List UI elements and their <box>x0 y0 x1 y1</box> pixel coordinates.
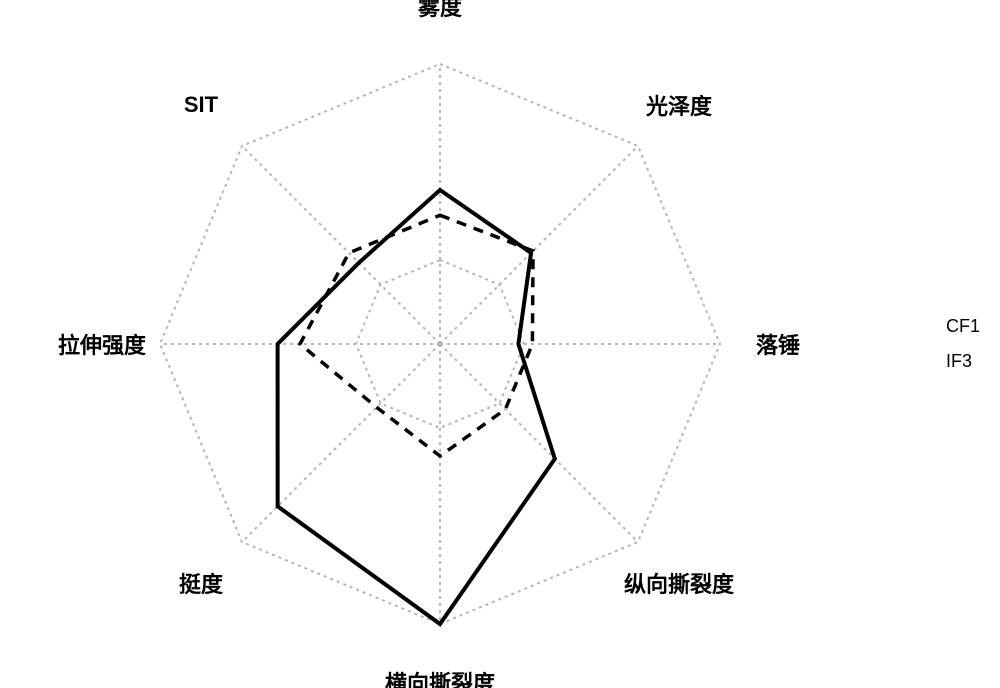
axis-label-2: 落锤 <box>756 328 800 360</box>
radar-chart-container: CF1 IF3 雾度光泽度落锤纵向撕裂度横向撕裂度 挺度 拉伸强度 SIT <box>0 0 1000 688</box>
legend: CF1 IF3 <box>946 302 980 386</box>
legend-label-if3: IF3 <box>946 351 972 372</box>
radar-spoke <box>242 344 440 542</box>
axis-label-4: 横向撕裂度 <box>385 666 495 688</box>
radar-spoke <box>440 344 638 542</box>
radar-spoke <box>440 146 638 344</box>
axis-label-6: 拉伸强度 <box>58 328 146 360</box>
legend-item-if3: IF3 <box>946 351 980 372</box>
axis-label-1: 光泽度 <box>646 89 712 121</box>
axis-label-7: SIT <box>184 92 218 118</box>
series-CF1 <box>300 215 533 456</box>
axis-label-3: 纵向撕裂度 <box>624 567 734 599</box>
axis-label-0: 雾度 <box>418 0 462 22</box>
legend-item-cf1: CF1 <box>946 316 980 337</box>
radar-chart-svg <box>0 0 1000 688</box>
radar-spoke <box>242 146 440 344</box>
series-IF3 <box>278 190 555 624</box>
axis-label-5: 挺度 <box>179 567 223 599</box>
legend-label-cf1: CF1 <box>946 316 980 337</box>
